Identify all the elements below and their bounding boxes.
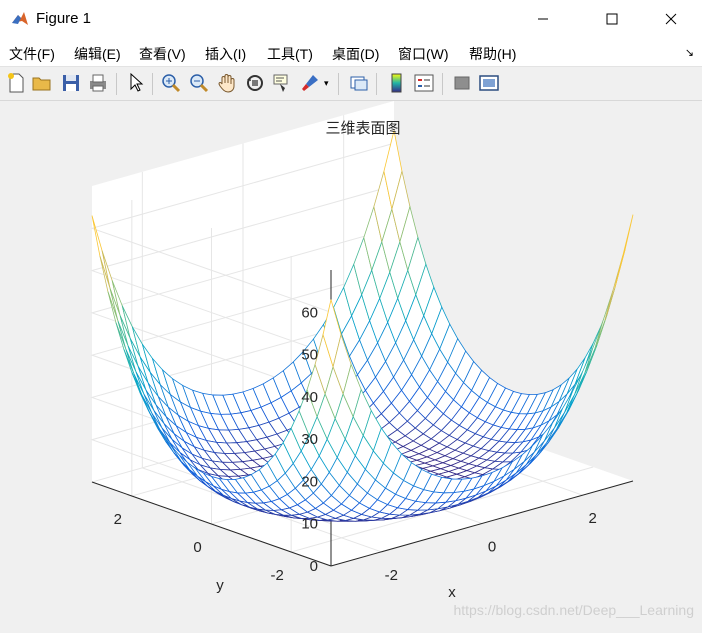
toolbar-separator [376, 73, 377, 95]
z-gridline [90, 227, 395, 398]
brush-dropdown-icon[interactable]: ▾ [324, 78, 329, 88]
z-tick-label: 20 [301, 473, 318, 490]
z-tick-label: 40 [301, 389, 318, 406]
surface-mesh [91, 130, 634, 522]
menu-insert[interactable]: 插入(I) [205, 46, 247, 62]
toolbar-separator [442, 73, 443, 95]
new-figure-icon[interactable] [5, 72, 27, 94]
z-tick-label: 0 [310, 558, 318, 575]
menu-desktop[interactable]: 桌面(D) [332, 46, 380, 62]
z-tick-label: 30 [301, 431, 318, 448]
x-tick-label: 0 [488, 539, 496, 556]
close-icon [665, 13, 677, 25]
x-tick-label: 2 [588, 510, 596, 527]
mesh-cell [584, 321, 604, 374]
toolbar-separator [116, 73, 117, 95]
open-file-icon[interactable] [31, 72, 53, 94]
watermark-text: https://blog.csdn.net/Deep___Learning [453, 602, 694, 618]
surface-plot[interactable]: 0 10 20 30 40 50 60 -2 0 2 -2 0 2 三维表面图 x y [0, 101, 702, 628]
matlab-icon [12, 12, 28, 25]
menu-bar: 文件(F) 编辑(E) 查看(V) 插入(I) 工具(T) 桌面(D) 窗口(W… [0, 38, 702, 67]
dock-arrow-icon[interactable]: ↘ [684, 47, 694, 59]
y-tick-label: 0 [193, 539, 201, 556]
menu-tools[interactable]: 工具(T) [267, 46, 313, 62]
print-icon[interactable] [87, 72, 109, 94]
toolbar: ▾ [0, 67, 702, 101]
y-axis-label: y [216, 577, 224, 594]
close-button[interactable] [648, 0, 694, 38]
z-tick-label: 60 [301, 304, 318, 321]
x-tick-label: -2 [385, 567, 398, 584]
save-icon[interactable] [60, 72, 82, 94]
y-tick-label: -2 [270, 567, 283, 584]
zoom-in-icon[interactable] [160, 72, 182, 94]
link-plot-icon[interactable] [348, 72, 370, 94]
y-axis-line [91, 481, 332, 567]
toolbar-separator [338, 73, 339, 95]
colorbar-icon[interactable] [386, 72, 408, 94]
menu-view[interactable]: 查看(V) [139, 46, 186, 62]
legend-icon[interactable] [413, 72, 435, 94]
zoom-out-icon[interactable] [188, 72, 210, 94]
figure-canvas: 0 10 20 30 40 50 60 -2 0 2 -2 0 2 三维表面图 x y https://… [0, 101, 702, 628]
menu-file[interactable]: 文件(F) [9, 46, 55, 62]
menu-window[interactable]: 窗口(W) [398, 46, 449, 62]
data-cursor-icon[interactable] [271, 72, 293, 94]
x-axis-label: x [448, 584, 456, 601]
show-plot-tools-icon[interactable] [478, 72, 500, 94]
z-gridline [90, 142, 395, 313]
menu-edit[interactable]: 编辑(E) [74, 46, 121, 62]
maximize-button[interactable] [589, 0, 635, 38]
menu-help[interactable]: 帮助(H) [469, 46, 517, 62]
minimize-icon [538, 18, 548, 20]
chart-title: 三维表面图 [325, 119, 400, 137]
brush-icon[interactable] [299, 72, 321, 94]
y-tick-label: 2 [114, 511, 122, 528]
pointer-icon[interactable] [125, 72, 147, 94]
window-title: Figure 1 [36, 10, 92, 27]
axis-ticks: 0 10 20 30 40 50 60 -2 0 2 -2 0 2 [114, 304, 597, 584]
rotate-3d-icon[interactable] [244, 72, 266, 94]
pan-hand-icon[interactable] [216, 72, 238, 94]
z-gridline [90, 185, 395, 356]
minimize-button[interactable] [520, 0, 566, 38]
x-axis-line [330, 480, 634, 567]
x-gridline [141, 171, 382, 553]
toolbar-separator [152, 73, 153, 95]
z-tick-label: 50 [301, 347, 318, 364]
hide-plot-tools-icon[interactable] [451, 72, 473, 94]
title-bar: Figure 1 [0, 0, 702, 38]
mesh-cell [614, 214, 634, 288]
z-tick-label: 10 [301, 516, 318, 533]
maximize-icon [606, 13, 618, 25]
